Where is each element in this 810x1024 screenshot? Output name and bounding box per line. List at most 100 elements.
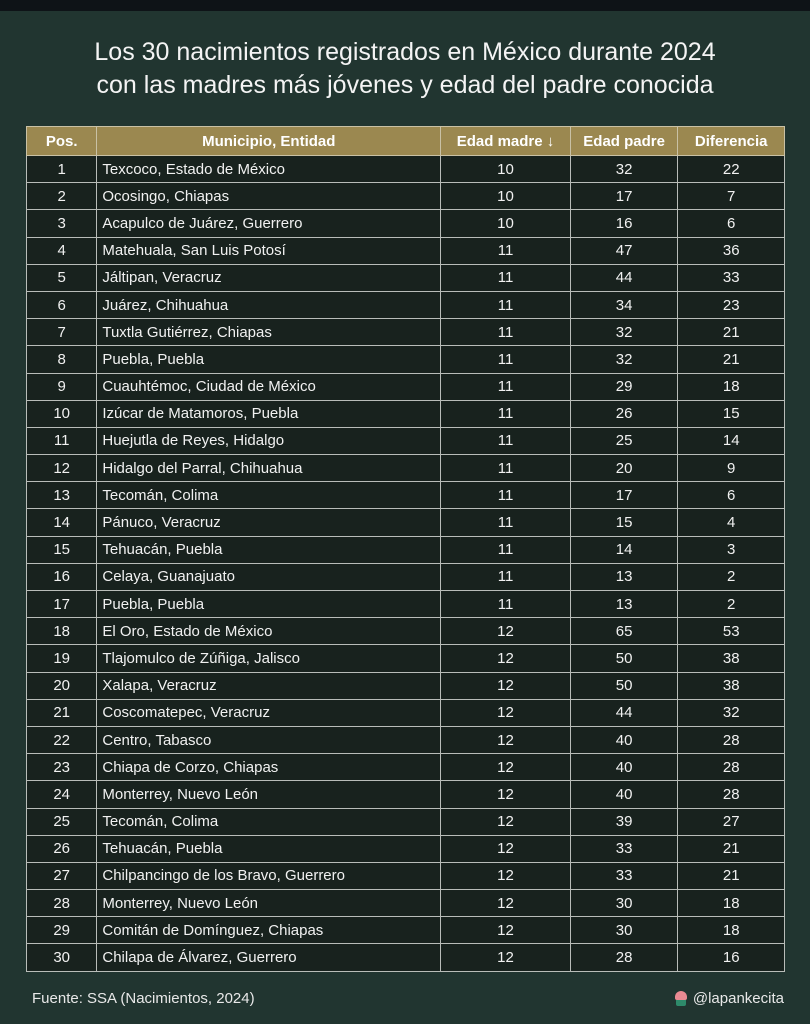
- cell-edad-padre: 32: [569, 345, 679, 374]
- cell-edad-padre: 40: [569, 780, 679, 809]
- cell-pos: 8: [25, 345, 98, 374]
- cell-edad-padre: 65: [569, 617, 679, 646]
- cell-diferencia: 38: [677, 671, 785, 700]
- cell-edad-madre: 12: [440, 617, 571, 646]
- cell-municipio: Cuauhtémoc, Ciudad de México: [96, 372, 442, 401]
- table-row: 14 Pánuco, Veracruz 11 15 4: [25, 508, 785, 537]
- table-row: 13 Tecomán, Colima 11 17 6: [25, 481, 785, 510]
- cell-municipio: Puebla, Puebla: [96, 345, 442, 374]
- cell-diferencia: 32: [677, 698, 785, 727]
- cell-municipio: Ocosingo, Chiapas: [96, 182, 442, 211]
- table-row: 18 El Oro, Estado de México 12 65 53: [25, 617, 785, 646]
- cell-edad-madre: 10: [440, 209, 571, 238]
- cell-municipio: Acapulco de Juárez, Guerrero: [96, 209, 442, 238]
- title-line-2: con las madres más jóvenes y edad del pa…: [96, 71, 714, 99]
- cell-pos: 3: [25, 209, 98, 238]
- cell-edad-madre: 10: [440, 182, 571, 211]
- cell-edad-padre: 33: [569, 861, 679, 891]
- cell-edad-madre: 12: [440, 698, 571, 727]
- source-note: Fuente: SSA (Nacimientos, 2024): [32, 990, 255, 1007]
- table-row: 12 Hidalgo del Parral, Chihuahua 11 20 9: [25, 454, 785, 483]
- cell-pos: 2: [25, 182, 98, 211]
- cell-edad-madre: 12: [440, 725, 571, 755]
- cell-edad-madre: 12: [440, 671, 571, 700]
- cell-pos: 26: [25, 834, 98, 863]
- cell-edad-madre: 12: [440, 943, 571, 972]
- cell-edad-padre: 40: [569, 725, 679, 755]
- cell-diferencia: 18: [677, 372, 785, 401]
- cell-edad-padre: 29: [569, 372, 679, 401]
- cell-municipio: Puebla, Puebla: [96, 589, 442, 619]
- cell-edad-padre: 17: [569, 182, 679, 211]
- table-row: 2 Ocosingo, Chiapas 10 17 7: [25, 182, 785, 211]
- cell-edad-padre: 32: [569, 318, 679, 347]
- page-title: Los 30 nacimientos registrados en México…: [0, 36, 810, 102]
- cell-pos: 14: [25, 508, 98, 537]
- cell-diferencia: 21: [677, 318, 785, 347]
- header-edad-madre[interactable]: Edad madre ↓: [440, 126, 571, 156]
- cell-diferencia: 21: [677, 345, 785, 374]
- cell-edad-madre: 11: [440, 426, 571, 456]
- cell-edad-padre: 44: [569, 698, 679, 727]
- cell-edad-padre: 28: [569, 943, 679, 972]
- cell-diferencia: 7: [677, 182, 785, 211]
- table-row: 25 Tecomán, Colima 12 39 27: [25, 807, 785, 836]
- table-row: 17 Puebla, Puebla 11 13 2: [25, 589, 785, 619]
- cell-municipio: Tuxtla Gutiérrez, Chiapas: [96, 318, 442, 347]
- table-row: 6 Juárez, Chihuahua 11 34 23: [25, 290, 785, 320]
- cell-municipio: Chiapa de Corzo, Chiapas: [96, 753, 442, 782]
- cell-edad-madre: 11: [440, 589, 571, 619]
- header-edad-padre[interactable]: Edad padre: [569, 126, 679, 156]
- cell-pos: 20: [25, 671, 98, 700]
- cell-diferencia: 23: [677, 290, 785, 320]
- cell-pos: 13: [25, 481, 98, 510]
- table-row: 28 Monterrey, Nuevo León 12 30 18: [25, 889, 785, 918]
- cell-municipio: Chilapa de Álvarez, Guerrero: [96, 943, 442, 972]
- cell-municipio: Coscomatepec, Veracruz: [96, 698, 442, 727]
- cell-pos: 21: [25, 698, 98, 727]
- cell-edad-padre: 25: [569, 426, 679, 456]
- cell-edad-madre: 12: [440, 889, 571, 918]
- cell-edad-madre: 12: [440, 644, 571, 673]
- cell-pos: 4: [25, 236, 98, 265]
- cell-municipio: Monterrey, Nuevo León: [96, 889, 442, 918]
- cell-edad-padre: 16: [569, 209, 679, 238]
- cell-diferencia: 27: [677, 807, 785, 836]
- cell-pos: 29: [25, 916, 98, 945]
- table-row: 19 Tlajomulco de Zúñiga, Jalisco 12 50 38: [25, 644, 785, 673]
- births-table: Pos. Municipio, Entidad Edad madre ↓ Eda…: [25, 126, 785, 972]
- cell-edad-padre: 13: [569, 562, 679, 592]
- header-diferencia[interactable]: Diferencia: [677, 126, 785, 156]
- table-row: 10 Izúcar de Matamoros, Puebla 11 26 15: [25, 399, 785, 428]
- cell-edad-padre: 15: [569, 508, 679, 537]
- cell-pos: 30: [25, 943, 98, 972]
- cell-diferencia: 4: [677, 508, 785, 537]
- cell-diferencia: 9: [677, 454, 785, 483]
- cell-municipio: Izúcar de Matamoros, Puebla: [96, 399, 442, 428]
- cell-municipio: Tlajomulco de Zúñiga, Jalisco: [96, 644, 442, 673]
- cell-diferencia: 21: [677, 834, 785, 863]
- cell-edad-madre: 12: [440, 753, 571, 782]
- cell-edad-padre: 17: [569, 481, 679, 510]
- table-row: 4 Matehuala, San Luis Potosí 11 47 36: [25, 236, 785, 265]
- cell-municipio: Pánuco, Veracruz: [96, 508, 442, 537]
- author-credit: @lapankecita: [674, 990, 784, 1007]
- cell-municipio: Matehuala, San Luis Potosí: [96, 236, 442, 265]
- cell-pos: 15: [25, 535, 98, 564]
- cell-diferencia: 33: [677, 263, 785, 292]
- table-row: 1 Texcoco, Estado de México 10 32 22: [25, 154, 785, 184]
- table-row: 24 Monterrey, Nuevo León 12 40 28: [25, 780, 785, 809]
- table-row: 26 Tehuacán, Puebla 12 33 21: [25, 834, 785, 863]
- cell-edad-madre: 11: [440, 236, 571, 265]
- cell-pos: 7: [25, 318, 98, 347]
- cell-edad-padre: 50: [569, 644, 679, 673]
- cell-pos: 1: [25, 154, 98, 184]
- header-pos[interactable]: Pos.: [25, 126, 98, 156]
- cell-pos: 27: [25, 861, 98, 891]
- cell-edad-padre: 32: [569, 154, 679, 184]
- header-municipio[interactable]: Municipio, Entidad: [96, 126, 442, 156]
- cell-municipio: Huejutla de Reyes, Hidalgo: [96, 426, 442, 456]
- cell-edad-madre: 11: [440, 535, 571, 564]
- cell-diferencia: 22: [677, 154, 785, 184]
- cell-pos: 10: [25, 399, 98, 428]
